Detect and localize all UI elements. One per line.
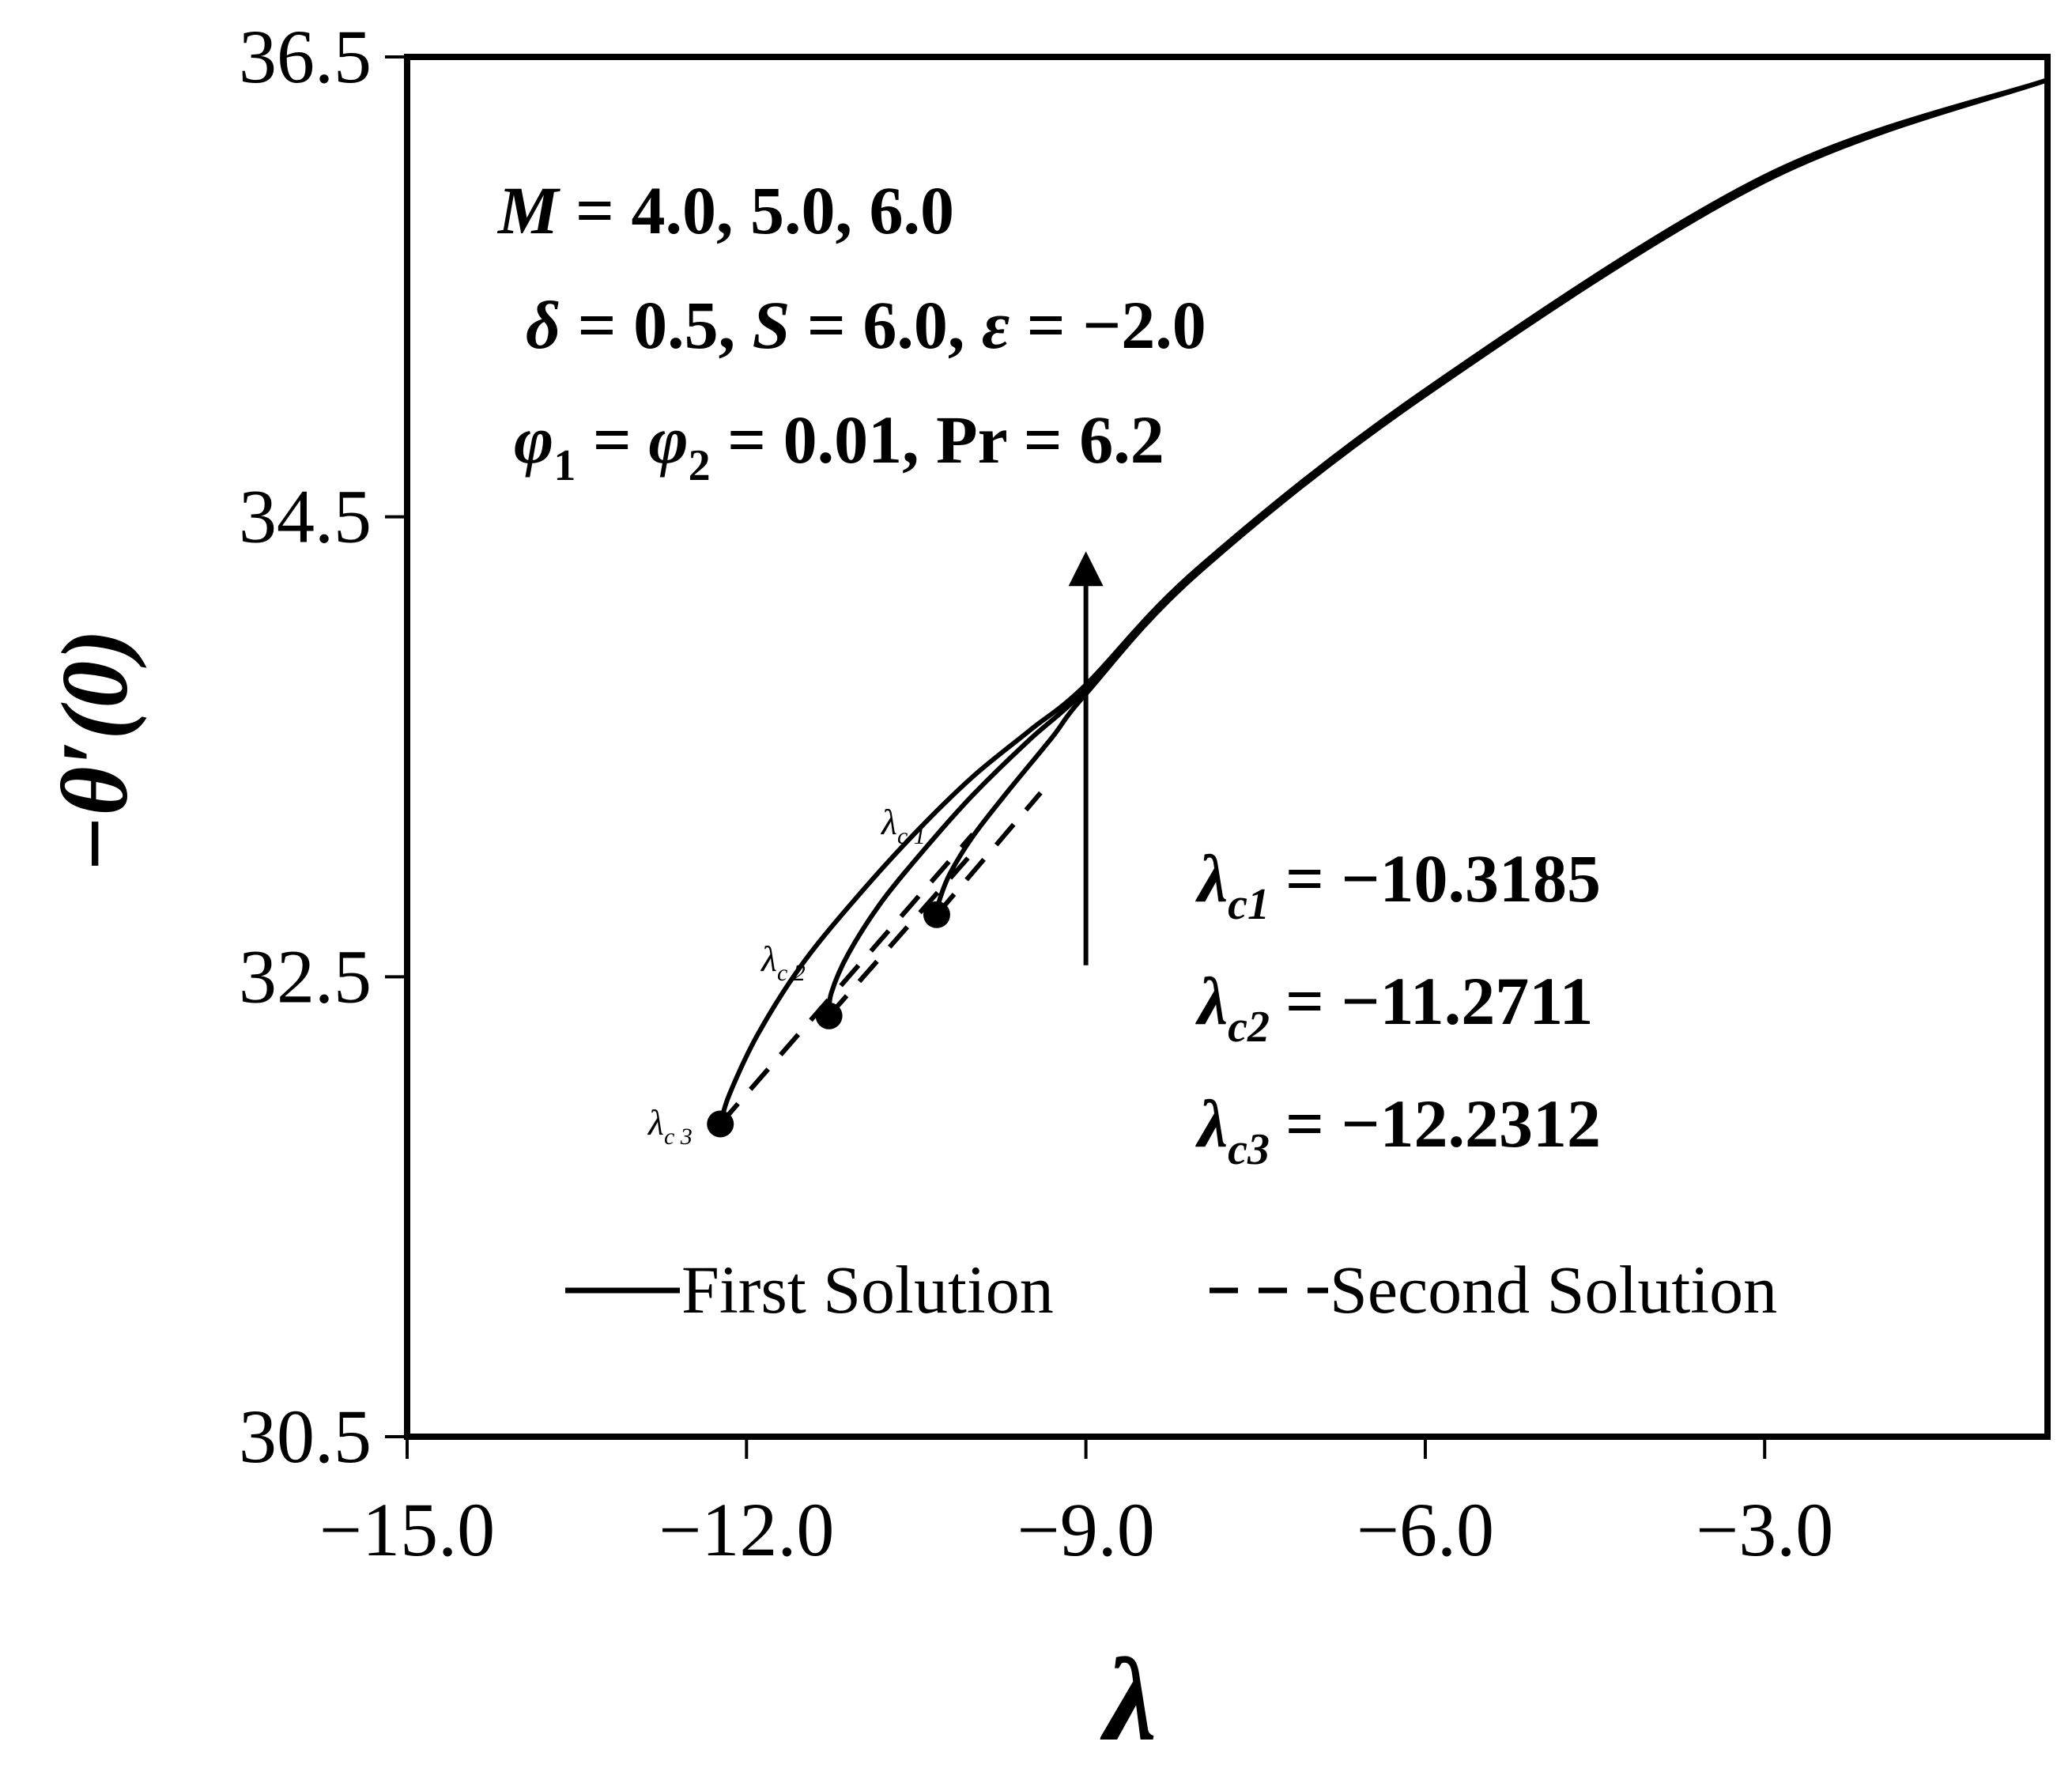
y-tick-label: 34.5 — [239, 474, 372, 559]
y-tick-label: 30.5 — [239, 1394, 372, 1479]
axis-ticks: −15.0 −12.0 −9.0 −6.0 −3.0 30.5 32.5 34.5 36.5 — [239, 14, 1833, 1572]
param-line-3: φ1 = φ2 = 0.01, Pr = 6.2 — [514, 402, 1164, 490]
param-line-2: δ = 0.5, S = 6.0, ε = −2.0 — [526, 287, 1206, 363]
increase-arrow-head — [1068, 551, 1104, 587]
critical-value-2: λc2 = −11.2711 — [1195, 963, 1594, 1052]
critical-value-1: λc1 = −10.3185 — [1195, 841, 1601, 929]
y-axis-label: −θ′(0) — [42, 629, 147, 874]
y-tick-label: 32.5 — [239, 934, 372, 1018]
param-line-1: M = 4.0, 5.0, 6.0 — [496, 172, 954, 248]
second-solution-line-2 — [827, 851, 975, 1018]
legend-second-solution: Second Solution — [1330, 1252, 1777, 1328]
point-label-c2: λc 2 — [760, 939, 806, 986]
x-tick-label: −6.0 — [1357, 1487, 1494, 1572]
x-tick-label: −3.0 — [1696, 1487, 1833, 1572]
x-tick-label: −9.0 — [1017, 1487, 1155, 1572]
point-label-c3: λc 3 — [647, 1102, 693, 1150]
first-solution-line-1 — [934, 77, 2049, 916]
critical-value-3: λc3 = −12.2312 — [1195, 1086, 1601, 1174]
series-lines — [718, 77, 2049, 1126]
legend-first-solution: First Solution — [681, 1252, 1054, 1328]
critical-point-1 — [923, 901, 950, 928]
critical-point-3 — [707, 1110, 734, 1138]
y-tick-label: 36.5 — [239, 14, 372, 99]
x-axis-label: λ — [1100, 1634, 1157, 1766]
first-solution-line-3 — [718, 77, 2048, 1125]
second-solution-line-3 — [718, 833, 975, 1126]
point-label-c1: λc 1 — [880, 802, 926, 849]
critical-points — [707, 901, 950, 1138]
legend: First Solution Second Solution — [565, 1252, 1777, 1328]
second-solution-line-1 — [934, 791, 1043, 916]
plot-frame — [404, 54, 2051, 1440]
critical-point-2 — [815, 1002, 843, 1029]
x-tick-label: −12.0 — [659, 1487, 834, 1572]
x-tick-label: −15.0 — [319, 1487, 495, 1572]
